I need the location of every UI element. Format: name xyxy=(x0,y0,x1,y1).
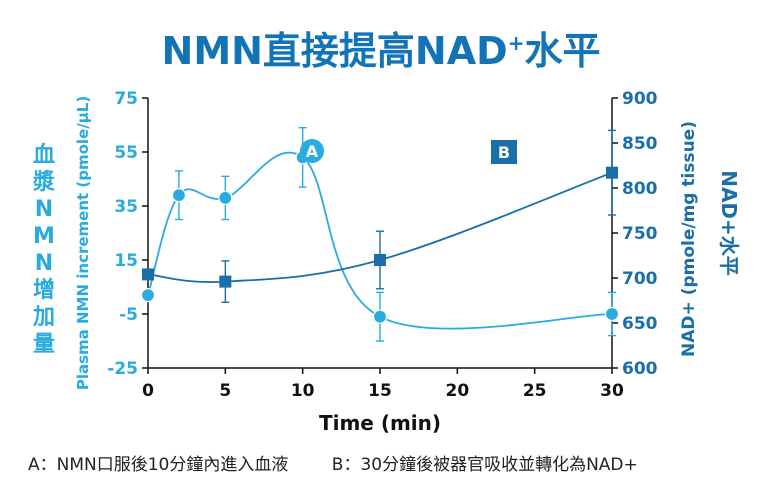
right-axis-label-cjk: NAD+水平 xyxy=(717,170,741,276)
caption-a: A：NMN口服後10分鐘內進入血液 xyxy=(28,455,289,475)
right-tick-label: 650 xyxy=(622,314,658,334)
left-axis-label-char: 增 xyxy=(33,277,55,303)
series-B xyxy=(142,129,618,303)
x-tick-label: 30 xyxy=(600,381,624,401)
series-B-line xyxy=(147,171,613,283)
right-tick-label: 750 xyxy=(622,224,658,244)
left-axis-label-char: N xyxy=(35,251,53,276)
left-axis-label-en: Plasma NMN increment (pmole/μL) xyxy=(74,96,92,390)
series-A-point xyxy=(604,306,620,322)
caption: A：NMN口服後10分鐘內進入血液 B：30分鐘後被器官吸收並轉化為NAD+ xyxy=(28,450,748,475)
left-tick-label: 55 xyxy=(114,143,138,163)
series-A-badge: A xyxy=(300,139,324,163)
series-B-point xyxy=(219,275,232,288)
right-tick-label: 600 xyxy=(622,359,658,379)
series-B-badge-shape xyxy=(491,140,517,164)
x-tick-label: 5 xyxy=(219,381,231,401)
x-axis-label: Time (min) xyxy=(319,411,441,435)
left-axis-label-char: 漿 xyxy=(32,169,56,195)
left-tick-label: -25 xyxy=(107,359,138,379)
left-axis-label-char: 量 xyxy=(33,332,55,357)
series-B-point xyxy=(374,254,386,266)
x-tick-label: 15 xyxy=(368,381,392,401)
x-tick-label: 10 xyxy=(291,381,315,401)
series-B-badge-label: B xyxy=(498,143,510,162)
right-tick-label: 800 xyxy=(622,179,658,199)
left-tick-label: 15 xyxy=(114,251,138,271)
left-tick-label: 75 xyxy=(114,89,138,109)
series-A-point xyxy=(171,188,187,203)
title-plus-sign: + xyxy=(507,31,525,55)
series-A-badge-shape xyxy=(300,139,324,163)
right-axis-label-en: NAD+ (pmole/mg tissue) xyxy=(679,121,699,357)
left-axis-label-char: N xyxy=(35,197,53,222)
series-A-badge-label: A xyxy=(306,142,319,161)
caption-b: B：30分鐘後被器官吸收並轉化為NAD+ xyxy=(331,455,638,475)
right-tick-label: 850 xyxy=(622,134,658,154)
left-tick-label: -5 xyxy=(119,305,138,325)
x-tick-label: 25 xyxy=(523,381,547,401)
left-tick-label: 35 xyxy=(114,197,138,217)
series-B-badge: B xyxy=(491,140,517,164)
right-tick-label: 900 xyxy=(622,89,658,109)
series-A-point xyxy=(140,288,156,303)
left-axis-label-char: 血 xyxy=(33,142,55,168)
left-axis-label-char: M xyxy=(33,224,55,249)
x-tick-label: 20 xyxy=(445,381,469,401)
series-A-point xyxy=(218,190,233,205)
series-B-point xyxy=(606,166,618,179)
right-tick-label: 700 xyxy=(622,269,658,289)
left-axis-label-char: 加 xyxy=(32,305,55,330)
chart-title: NMN直接提高NAD+水平 xyxy=(161,29,601,73)
series-A-point xyxy=(372,309,388,324)
series-B-point xyxy=(142,268,154,281)
x-tick-label: 0 xyxy=(142,381,154,401)
